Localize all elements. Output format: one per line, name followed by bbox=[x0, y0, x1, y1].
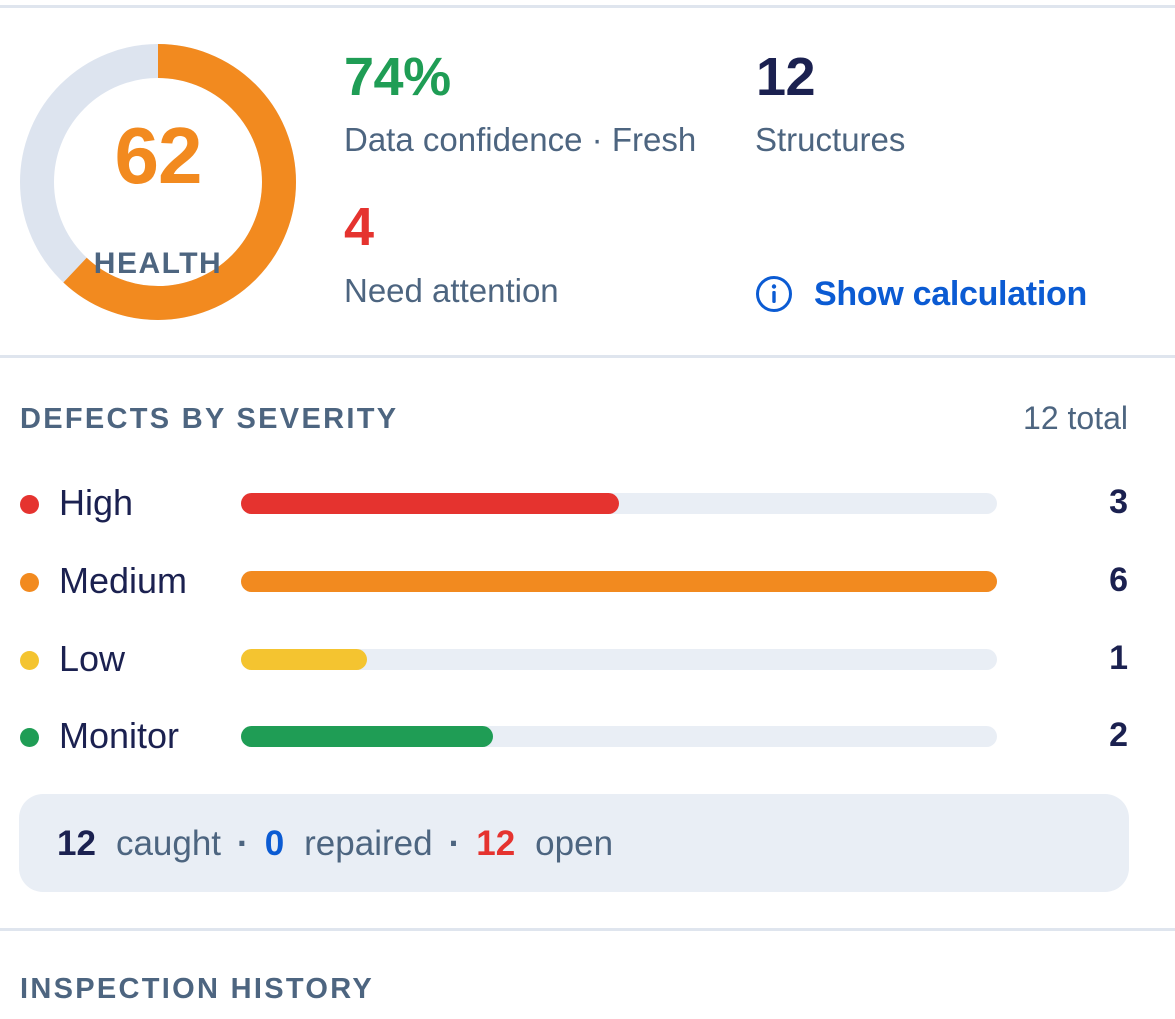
top-divider bbox=[0, 5, 1175, 8]
open-count: 12 bbox=[476, 823, 516, 863]
health-label: HEALTH bbox=[93, 247, 223, 280]
severity-count: 2 bbox=[1109, 716, 1128, 754]
severity-bar-track bbox=[241, 726, 997, 747]
severity-bar-track bbox=[241, 571, 997, 592]
section-divider bbox=[0, 928, 1175, 931]
severity-label: Medium bbox=[59, 560, 188, 601]
severity-bar-fill bbox=[241, 649, 367, 670]
defects-summary: 12 caught · 0 repaired · 12 open bbox=[19, 794, 1129, 892]
confidence-label: Data confidence · Fresh bbox=[344, 121, 697, 158]
health-score: 62 bbox=[114, 111, 203, 200]
severity-dot bbox=[20, 495, 39, 514]
show-calculation-label: Show calculation bbox=[814, 275, 1087, 313]
severity-label: High bbox=[59, 482, 134, 523]
attention-value: 4 bbox=[344, 197, 374, 257]
defects-title: DEFECTS BY SEVERITY bbox=[20, 403, 399, 435]
severity-bar-fill bbox=[241, 493, 619, 514]
severity-dot bbox=[20, 573, 39, 592]
inspection-history-title: INSPECTION HISTORY bbox=[20, 973, 374, 1005]
section-divider bbox=[0, 355, 1175, 358]
severity-row-monitor: Monitor 2 bbox=[0, 714, 1175, 758]
severity-label: Low bbox=[59, 638, 126, 679]
caught-count: 12 bbox=[57, 823, 96, 863]
structures-value: 12 bbox=[756, 47, 816, 107]
severity-count: 1 bbox=[1109, 639, 1128, 677]
health-gauge: 62 HEALTH bbox=[18, 42, 298, 322]
severity-bar-track bbox=[241, 493, 997, 514]
show-calculation-link[interactable]: Show calculation bbox=[754, 274, 1087, 314]
severity-row-low: Low 1 bbox=[0, 637, 1175, 681]
severity-label: Monitor bbox=[59, 715, 180, 756]
severity-dot bbox=[20, 728, 39, 747]
structures-label: Structures bbox=[755, 121, 906, 158]
severity-bar-fill bbox=[241, 571, 997, 592]
severity-count: 6 bbox=[1109, 561, 1128, 599]
severity-row-high: High 3 bbox=[0, 481, 1175, 525]
summary-separator: · bbox=[237, 823, 249, 863]
severity-bar-fill bbox=[241, 726, 493, 747]
caught-label: caught bbox=[115, 823, 222, 863]
health-ring bbox=[20, 44, 296, 320]
defects-total: 12 total bbox=[1023, 400, 1128, 436]
open-label: open bbox=[535, 823, 614, 863]
repaired-count: 0 bbox=[264, 823, 285, 863]
attention-label: Need attention bbox=[344, 272, 559, 309]
summary-separator: · bbox=[448, 823, 461, 863]
repaired-label: repaired bbox=[304, 823, 433, 863]
confidence-value: 74% bbox=[344, 47, 451, 107]
severity-dot bbox=[20, 651, 39, 670]
severity-row-medium: Medium 6 bbox=[0, 559, 1175, 603]
severity-bar-track bbox=[241, 649, 997, 670]
info-circle-icon bbox=[756, 276, 792, 312]
health-ring-fill bbox=[20, 44, 296, 320]
severity-count: 3 bbox=[1109, 483, 1128, 521]
